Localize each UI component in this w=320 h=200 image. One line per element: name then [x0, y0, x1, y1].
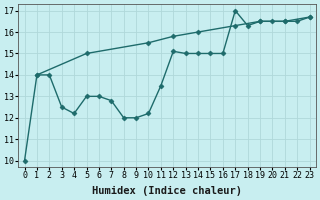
- X-axis label: Humidex (Indice chaleur): Humidex (Indice chaleur): [92, 186, 242, 196]
